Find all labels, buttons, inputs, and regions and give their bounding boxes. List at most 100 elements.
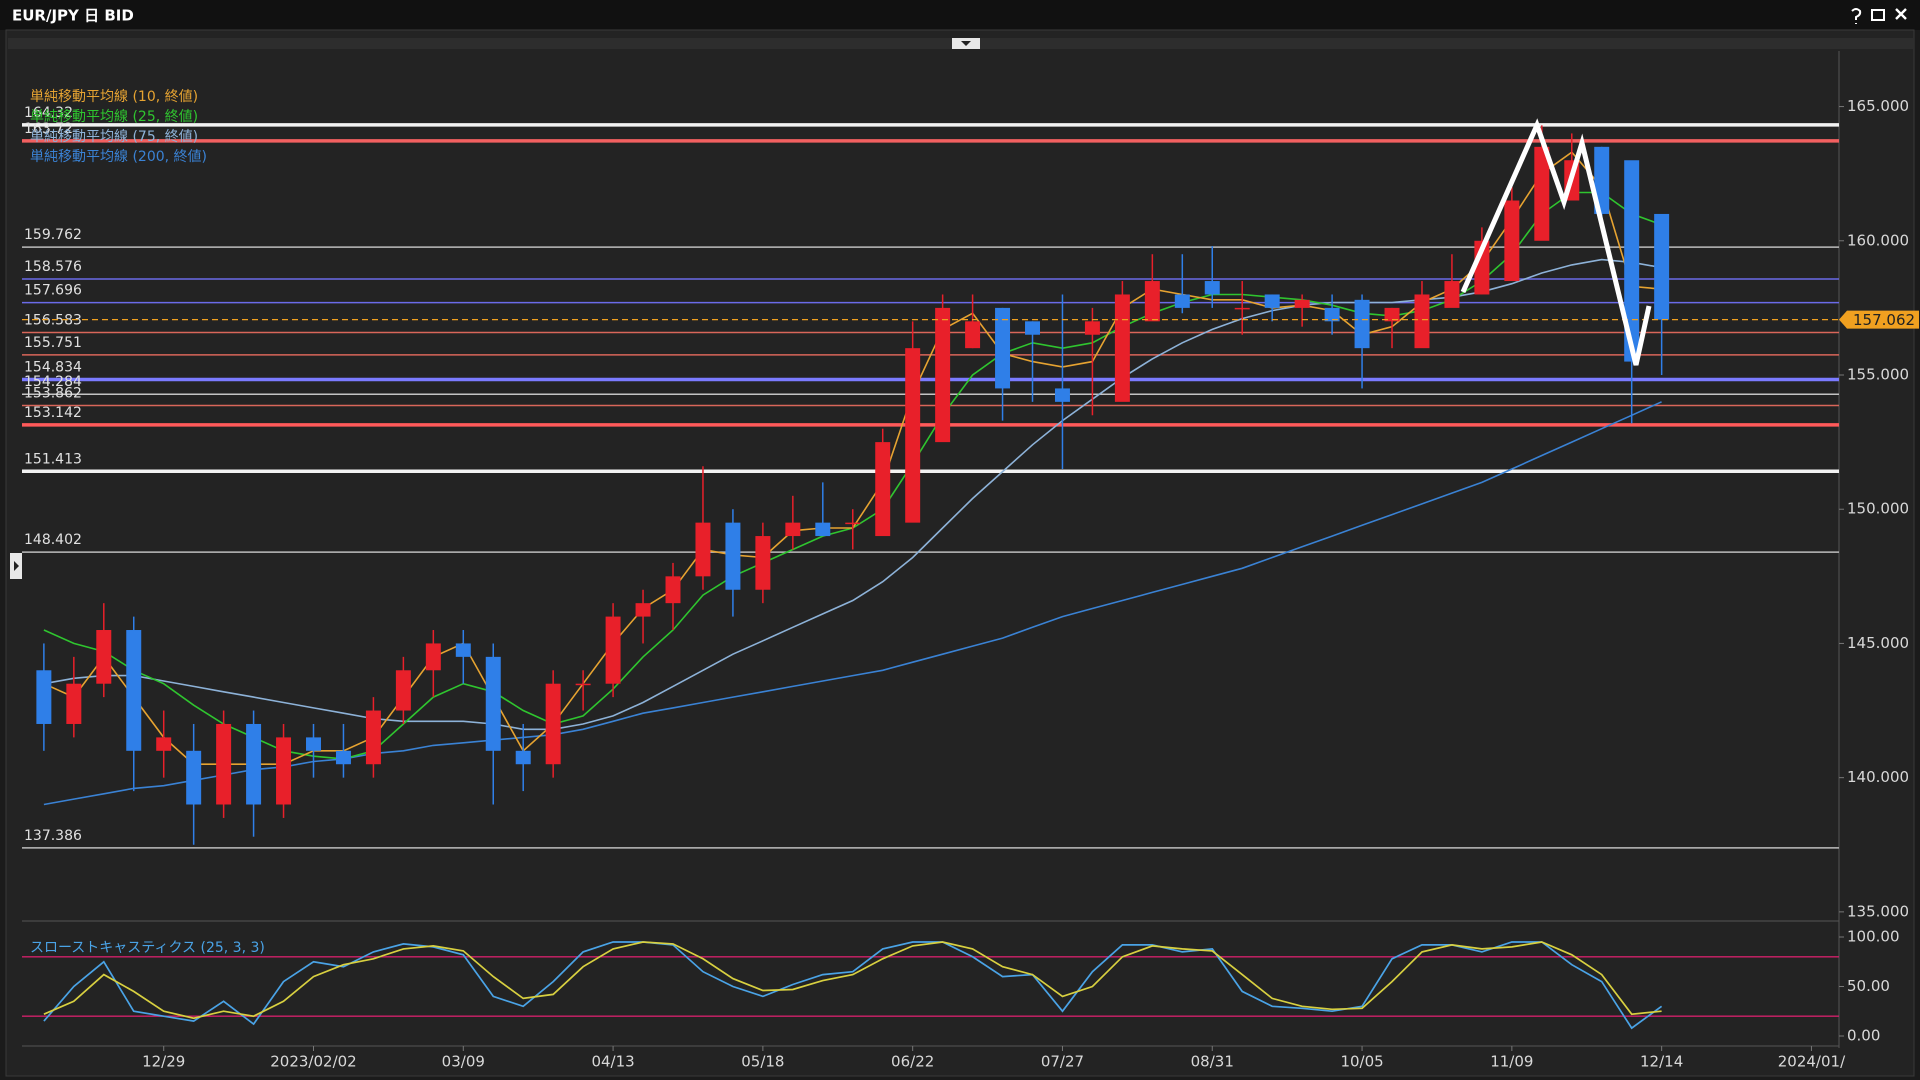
y-tick-label: 150.000	[1847, 500, 1909, 518]
x-tick-label: 08/31	[1191, 1053, 1234, 1071]
candle-body	[635, 603, 651, 617]
candle-body	[1594, 146, 1610, 214]
indicator-title: スローストキャスティクス (25, 3, 3)	[30, 940, 265, 956]
candle-body	[935, 307, 951, 443]
candle-body	[156, 737, 172, 751]
x-tick-label: 10/05	[1340, 1053, 1383, 1071]
level-label: 159.762	[24, 227, 82, 243]
legend-entry: 単純移動平均線 (200, 終値)	[30, 149, 207, 165]
candle-body	[1624, 160, 1640, 362]
level-label: 153.862	[24, 386, 82, 402]
x-tick-label: 12/29	[142, 1053, 185, 1071]
window-title: EUR/JPY 日 BID	[12, 7, 134, 25]
candle-body	[785, 522, 801, 537]
window-controls[interactable]	[1851, 8, 1907, 24]
level-label: 151.413	[24, 451, 82, 467]
candle-body	[66, 683, 82, 724]
indicator-tick-label: 100.00	[1847, 928, 1900, 946]
level-label: 148.402	[24, 532, 82, 548]
candle-body	[365, 710, 381, 765]
candle-body	[485, 656, 501, 751]
candle-body	[1114, 294, 1130, 402]
candle-body	[605, 616, 621, 684]
level-label: 156.583	[24, 313, 82, 329]
candle-body	[665, 576, 681, 604]
moving-average	[43, 258, 1662, 731]
candle-body	[995, 307, 1011, 389]
candle-body	[335, 750, 351, 765]
candle-body	[515, 750, 531, 765]
y-tick-label: 160.000	[1847, 231, 1909, 249]
candle-body	[1174, 294, 1190, 308]
candle-body	[1654, 213, 1670, 320]
candle-body	[1534, 146, 1550, 241]
candle-body	[1264, 294, 1280, 308]
candle-body	[1414, 294, 1430, 349]
x-tick-label: 07/27	[1041, 1053, 1084, 1071]
level-label: 163.72	[24, 121, 73, 137]
title-bar	[0, 0, 1920, 30]
y-tick-label: 165.000	[1847, 97, 1909, 115]
x-tick-label: 04/13	[591, 1053, 634, 1071]
last-price-label: 157.062	[1853, 311, 1915, 329]
y-tick-label: 135.000	[1847, 902, 1909, 920]
level-label: 155.751	[24, 335, 82, 351]
y-tick-label: 145.000	[1847, 634, 1909, 652]
price-panel: 135.000 140.000 145.000 150.000 155.000 160.0…	[22, 97, 1919, 1071]
stochastic-line	[43, 941, 1662, 1020]
indicator-tick-label: 50.00	[1847, 977, 1890, 995]
candle-body	[216, 723, 232, 805]
candle-body	[755, 536, 771, 590]
candle-body	[905, 348, 921, 523]
level-label: 154.284	[24, 374, 82, 390]
candle-body	[455, 643, 471, 657]
candle-body	[815, 522, 831, 537]
candle-body	[1144, 281, 1160, 322]
candle-body	[1025, 321, 1040, 335]
candle-body	[695, 522, 711, 577]
candle-body	[1294, 299, 1310, 308]
legend-entry: 単純移動平均線 (10, 終値)	[30, 89, 198, 105]
candle-body	[1444, 281, 1460, 308]
level-label: 157.696	[24, 283, 82, 299]
x-tick-label: 06/22	[891, 1053, 934, 1071]
legend-entry: 単純移動平均線 (25, 終値)	[30, 109, 198, 125]
collapse-button[interactable]	[952, 38, 980, 49]
candle-body	[1384, 307, 1400, 322]
level-label: 153.142	[24, 405, 82, 421]
candle-body	[875, 442, 891, 537]
y-tick-label: 140.000	[1847, 768, 1909, 786]
candle-body	[1354, 299, 1370, 349]
candle-body	[1504, 200, 1520, 282]
legend: 単純移動平均線 (10, 終値) 単純移動平均線 (25, 終値) 単純移動平均線 …	[30, 89, 265, 956]
candle-body	[1204, 281, 1220, 295]
candle-body	[96, 630, 112, 684]
candle-body	[1084, 321, 1100, 335]
x-tick-label: 2023/02/02	[270, 1053, 356, 1071]
level-label: 137.386	[24, 828, 82, 844]
stochastic-line	[43, 941, 1663, 1030]
candle-body	[1234, 307, 1250, 310]
candle-body	[36, 670, 52, 724]
candle-body	[545, 683, 561, 765]
candle-body	[425, 643, 441, 671]
x-tick-label: 11/09	[1490, 1053, 1533, 1071]
candle-body	[276, 737, 292, 805]
level-label: 154.834	[24, 359, 82, 375]
candle-body	[246, 723, 262, 805]
candle-body	[965, 321, 981, 349]
candle-body	[575, 683, 591, 686]
candle-body	[845, 522, 861, 525]
level-label: 164.32	[24, 105, 73, 121]
level-label: 158.576	[24, 259, 82, 275]
x-tick-label: 2024/01/	[1778, 1053, 1846, 1071]
indicator-tick-label: 0.00	[1847, 1026, 1880, 1044]
candle-body	[1054, 388, 1070, 402]
side-toggle[interactable]	[10, 553, 22, 579]
candle-body	[126, 630, 142, 751]
candle-body	[725, 522, 741, 590]
candle-body	[1324, 307, 1340, 322]
candle-body	[395, 670, 411, 711]
